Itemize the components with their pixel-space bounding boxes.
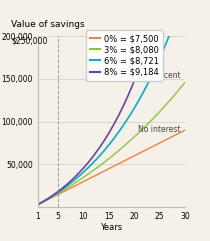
Text: Value of savings: Value of savings [11, 20, 85, 29]
X-axis label: Years: Years [100, 222, 122, 232]
Text: No interest: No interest [138, 125, 181, 134]
Text: 3 percent: 3 percent [144, 72, 181, 80]
Legend: 0% = $7,500, 3% = $8,080, 6% = $8,721, 8% = $9,184: 0% = $7,500, 3% = $8,080, 6% = $8,721, 8… [86, 30, 163, 81]
Text: $250,000: $250,000 [11, 36, 48, 45]
